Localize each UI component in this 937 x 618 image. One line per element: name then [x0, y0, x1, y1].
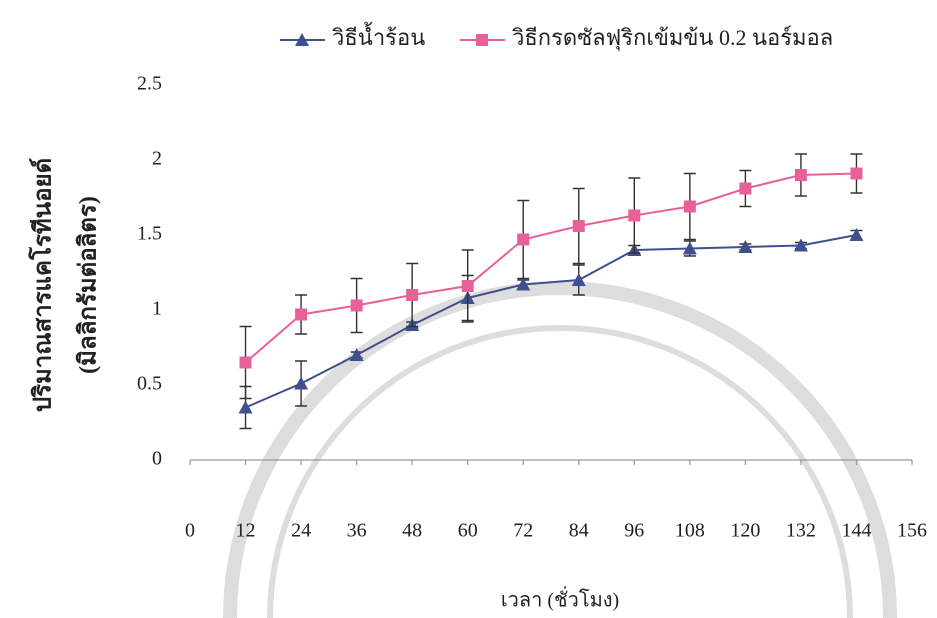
- data-point: [406, 289, 419, 301]
- y-tick-label: 0.5: [137, 373, 162, 395]
- y-axis-label: ปริมาณสารแคโรทีนอยด์: [28, 158, 57, 412]
- x-tick-label: 36: [347, 520, 367, 542]
- y-tick-label: 0: [152, 448, 162, 470]
- data-point: [517, 233, 530, 246]
- legend-marker: [476, 34, 488, 46]
- data-point: [349, 348, 364, 361]
- x-tick-label: 84: [569, 520, 589, 542]
- watermark: [223, 281, 897, 618]
- data-point: [239, 356, 252, 369]
- data-point: [350, 299, 363, 312]
- data-point: [683, 200, 696, 213]
- data-point: [571, 273, 586, 286]
- watermark-arc: [267, 325, 853, 618]
- y-axis-label: (มิลลิกรัมต่อลิตร): [76, 196, 102, 374]
- x-tick-label: 24: [291, 520, 311, 542]
- x-tick-label: 60: [458, 520, 478, 542]
- data-point: [849, 228, 864, 241]
- data-point: [682, 241, 697, 255]
- x-tick-label: 0: [185, 520, 195, 542]
- data-point: [850, 167, 863, 180]
- legend-label: วิธีน้ำร้อน: [331, 22, 425, 50]
- x-tick-label: 48: [402, 520, 422, 542]
- x-axis-label: เวลา (ชั่วโมง): [501, 586, 619, 612]
- data-point: [738, 240, 753, 253]
- data-point: [739, 182, 752, 195]
- x-tick-label: 144: [841, 520, 871, 542]
- data-point: [794, 169, 807, 181]
- legend-label: วิธีกรดซัลฟุริกเข้มข้น 0.2 นอร์มอล: [511, 25, 833, 51]
- data-point: [572, 220, 585, 232]
- x-tick-label: 72: [513, 520, 533, 542]
- x-tick-label: 120: [730, 520, 760, 542]
- series-line: [244, 172, 857, 364]
- watermark-arc: [223, 281, 897, 618]
- x-tick-label: 12: [236, 520, 256, 542]
- series-line: [245, 234, 857, 409]
- data-point: [294, 376, 309, 390]
- data-point: [516, 277, 531, 291]
- legend-marker: [295, 33, 309, 46]
- y-tick-label: 1.5: [137, 223, 162, 245]
- data-point: [793, 238, 808, 252]
- data-point: [461, 280, 474, 292]
- data-point: [628, 209, 641, 222]
- y-tick-label: 2: [152, 148, 162, 170]
- x-tick-label: 156: [897, 520, 927, 542]
- x-tick-label: 132: [786, 520, 816, 542]
- y-tick-label: 2.5: [137, 73, 162, 95]
- y-tick-label: 1: [152, 298, 162, 320]
- x-tick-label: 96: [624, 520, 644, 542]
- data-point: [238, 400, 253, 414]
- x-tick-label: 108: [675, 520, 705, 542]
- data-point: [295, 308, 308, 321]
